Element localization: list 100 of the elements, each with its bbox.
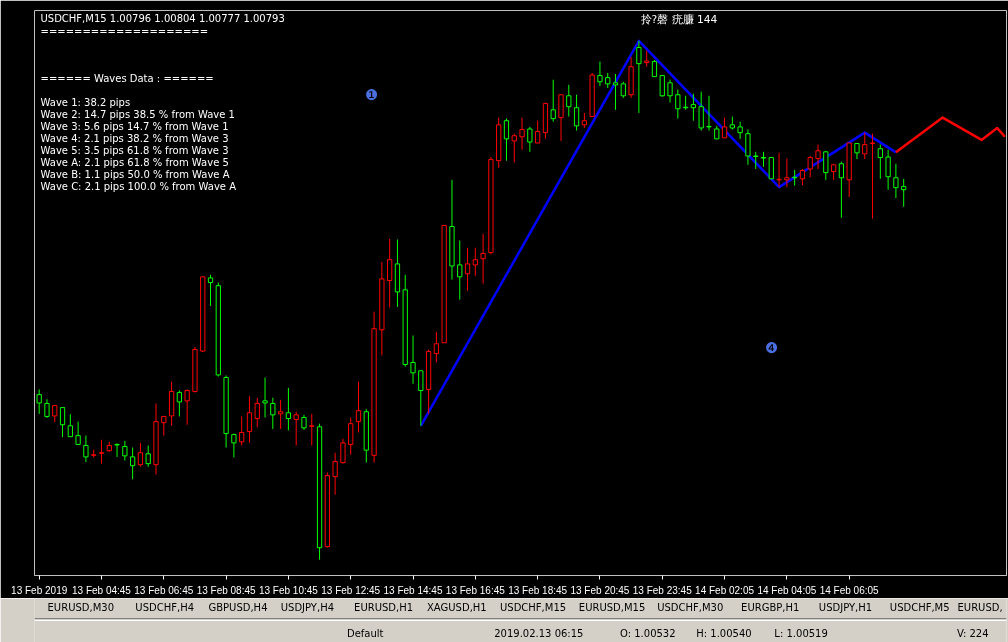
x-tick-label: 13 Feb 10:45 [258,584,319,596]
candlestick [75,421,81,445]
annotation: Wave B: 1.1 pips 50.0 % from Wave A [40,168,230,180]
candlestick [659,75,665,98]
chart-title: USDCHF,M15 1.00796 1.00804 1.00777 1.00793 [40,12,285,24]
text: USDCHF,M15 [499,602,567,613]
candlestick [293,411,299,446]
candlestick [690,93,697,122]
text: EURUSD, [957,602,1003,613]
annotation: ❹ [764,339,779,356]
candlestick [98,439,105,465]
candlestick [558,94,564,142]
candlestick [815,144,821,170]
text: H: 1.00540 [696,628,752,639]
candlestick [885,149,891,191]
candlestick [59,407,66,438]
text: 拎?磬 疣臁 144 [640,12,718,26]
candlestick [44,398,50,419]
text: EURUSD,H1 [354,602,414,613]
annotation: Wave 5: 3.5 pips 61.8 % from Wave 3 [40,144,229,156]
candlestick [893,163,899,199]
candlestick [464,247,471,292]
candlestick [207,274,214,307]
candlestick [534,120,541,144]
text: L: 1.00519 [774,628,828,639]
candlestick [309,413,315,446]
candlestick [285,387,292,431]
candlestick [161,415,167,437]
text: USDCHF,M5 [889,602,950,613]
candlestick [262,377,268,418]
x-tick-label: 13 Feb 14:45 [383,584,443,596]
candlestick [410,334,416,385]
candlestick [184,388,190,426]
annotation: Wave 3: 5.6 pips 14.7 % from Wave 1 [40,120,229,132]
candlestick [869,133,876,220]
x-tick-label: 13 Feb 18:45 [508,584,568,596]
x-tick-label: 13 Feb 06:45 [134,584,194,596]
candlestick [636,40,642,114]
candlestick [239,415,245,446]
x-tick-label: 13 Feb 20:45 [570,584,630,596]
text: Default [346,628,384,639]
x-tick-label: 13 Feb 08:45 [196,584,256,596]
candlestick [67,413,73,438]
text: EURGBP,H1 [741,602,800,613]
text: USDJPY,H1 [818,602,873,613]
text: ==================== [40,25,209,37]
x-tick-label: 13 Feb 23:45 [632,584,693,596]
candlestick [745,129,751,166]
candlestick [511,133,517,164]
candlestick [901,178,907,208]
candlestick [277,399,284,430]
candlestick [254,397,260,428]
candlestick [355,381,362,434]
candlestick [706,95,712,132]
candlestick [137,442,144,468]
text: V: 224 [956,628,989,639]
candlestick [862,132,868,160]
candlestick [519,117,525,151]
candlestick [129,447,136,480]
candlestick [838,161,845,219]
candlestick [114,442,120,458]
candlestick [721,117,728,139]
candlestick [270,397,276,430]
candlestick [433,331,440,363]
text: EURUSD,M15 [578,602,646,613]
candlestick [418,370,424,427]
candlestick [503,118,510,162]
x-tick-label: 14 Feb 06:05 [819,584,880,596]
text: USDJPY,H4 [280,602,335,613]
annotation: Wave 2: 14.7 pips 38.5 % from Wave 1 [40,108,235,120]
candlestick [737,121,743,140]
x-tick-label: 13 Feb 2019 [11,584,68,596]
candlestick [83,435,89,463]
candlestick [550,79,556,123]
text: EURUSD,M30 [47,602,115,613]
x-tick-label: 14 Feb 02:05 [695,584,755,596]
candlestick [675,89,681,120]
candlestick [667,79,673,104]
annotation: Wave 4: 2.1 pips 38.2 % from Wave 3 [40,132,229,144]
candlestick [246,395,253,444]
candlestick [527,126,533,153]
annotation: Wave C: 2.1 pips 100.0 % from Wave A [40,180,237,192]
candlestick [387,238,393,308]
candlestick [768,157,774,180]
candlestick [566,84,572,118]
text: GBPUSD,H4 [208,602,268,613]
candlestick [480,233,486,285]
annotation: ❶ [364,86,379,103]
candlestick [877,144,883,180]
candlestick [122,440,128,462]
candlestick [698,91,704,132]
candlestick [472,247,478,277]
annotation: Wave 1: 38.2 pips [40,96,131,108]
text: USDCHF,M30 [657,602,724,613]
text: XAGUSD,H1 [427,602,487,613]
candlestick [823,150,829,181]
candlestick [457,240,463,301]
x-tick-label: 13 Feb 16:45 [445,584,506,596]
text: USDCHF,H4 [135,602,195,613]
candlestick [340,438,346,465]
